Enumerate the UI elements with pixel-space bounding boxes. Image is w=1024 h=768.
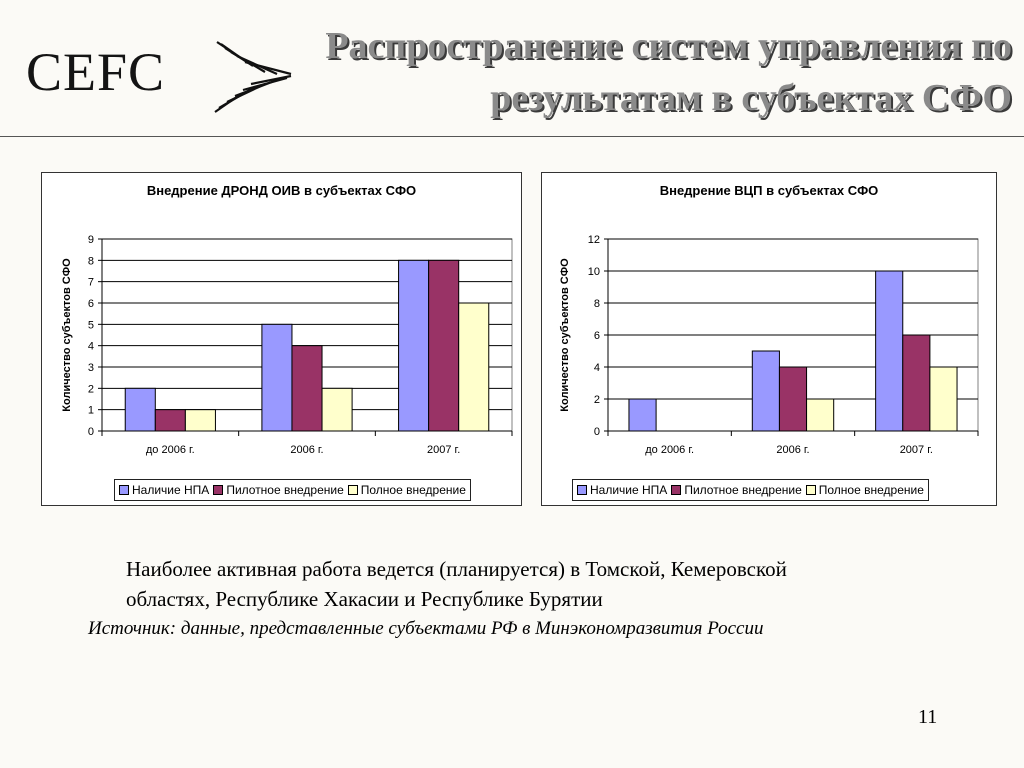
- chart-legend: Наличие НПА Пилотное внедрение Полное вн…: [572, 479, 929, 501]
- legend-label: Пилотное внедрение: [684, 483, 802, 497]
- chart-legend: Наличие НПА Пилотное внедрение Полное вн…: [114, 479, 471, 501]
- y-tick-label: 5: [88, 319, 94, 331]
- legend-label: Полное внедрение: [360, 483, 466, 497]
- chart-dronf: Внедрение ДРОНД ОИВ в субъектах СФО 0 1 2 3…: [41, 172, 522, 506]
- legend-swatch: [119, 485, 129, 495]
- chart-vcp: Внедрение ВЦП в субъектах СФО 0 2 4 6 8 10 12 д…: [541, 172, 997, 506]
- logo-arrow-icon: [214, 41, 292, 113]
- x-tick-label: 2007 г.: [900, 444, 933, 456]
- y-tick-label: 10: [588, 266, 600, 278]
- bar: [398, 259, 430, 432]
- bar: [124, 387, 156, 432]
- legend-swatch: [577, 485, 587, 495]
- caption-line-1: Наиболее активная работа ведется (планир…: [126, 557, 787, 581]
- chart-title: Внедрение ВЦП в субъектах СФО: [659, 183, 879, 198]
- y-tick-label: 7: [88, 277, 94, 289]
- legend-label: Наличие НПА: [132, 483, 210, 497]
- y-tick-label: 8: [594, 298, 600, 310]
- bar: [458, 302, 490, 432]
- chart-title: Внедрение ДРОНД ОИВ в субъектах СФО: [146, 183, 417, 198]
- legend-swatch: [347, 485, 358, 495]
- bar: [875, 270, 904, 432]
- bar: [751, 350, 780, 432]
- caption-line-2: областях, Республике Хакасии и Республик…: [126, 587, 603, 611]
- bar: [154, 409, 186, 432]
- legend-item: Наличие НПА: [119, 483, 209, 497]
- legend-item: Наличие НПА: [577, 483, 667, 497]
- source-note: Источник: данные, представленные субъект…: [88, 618, 764, 639]
- bar: [902, 334, 931, 432]
- legend-swatch: [805, 485, 816, 495]
- legend-swatch: [213, 485, 224, 495]
- legend-item: Пилотное внедрение: [213, 483, 344, 497]
- page-number: 11: [918, 706, 938, 728]
- header-divider: [0, 136, 1024, 137]
- y-tick-label: 3: [88, 362, 94, 374]
- y-tick-label: 6: [594, 330, 600, 342]
- bar: [428, 259, 460, 432]
- y-tick-label: 1: [88, 405, 94, 417]
- bar: [628, 398, 657, 432]
- x-tick-label: до 2006 г.: [645, 444, 694, 456]
- y-axis-label: Количество субъектов СФО: [61, 258, 73, 412]
- y-tick-label: 4: [88, 341, 94, 353]
- y-tick-label: 0: [594, 426, 600, 438]
- y-tick-label: 6: [88, 298, 94, 310]
- y-tick-label: 9: [88, 234, 94, 246]
- title-line-2: результатам в субъектах СФО: [490, 77, 1012, 119]
- x-tick-label: 2007 г.: [427, 444, 460, 456]
- legend-label: Наличие НПА: [590, 483, 668, 497]
- y-tick-label: 4: [594, 362, 600, 374]
- y-axis-label: Количество субъектов СФО: [559, 258, 571, 412]
- bar: [184, 409, 216, 432]
- y-tick-label: 0: [88, 426, 94, 438]
- legend-swatch: [671, 485, 682, 495]
- legend-item: Пилотное внедрение: [671, 483, 802, 497]
- x-tick-label: 2006 г.: [776, 444, 809, 456]
- x-tick-label: до 2006 г.: [146, 444, 195, 456]
- y-tick-label: 8: [88, 255, 94, 267]
- y-tick-label: 2: [594, 394, 600, 406]
- y-tick-label: 2: [88, 383, 94, 395]
- chart-plot: 0 2 4 6 8 10 12 до 2006 г. 2006 г. 2007 г. Количес…: [559, 234, 979, 456]
- title-line-1: Распространение систем управления по: [325, 25, 1012, 67]
- y-tick-label: 12: [588, 234, 600, 246]
- legend-item: Полное внедрение: [805, 483, 924, 497]
- legend-label: Полное внедрение: [818, 483, 924, 497]
- legend-label: Пилотное внедрение: [226, 483, 344, 497]
- bar: [261, 323, 293, 432]
- caption: Наиболее активная работа ведется (планир…: [126, 554, 946, 614]
- bar: [778, 366, 808, 432]
- legend-item: Полное внедрение: [347, 483, 466, 497]
- bar: [929, 366, 958, 432]
- bar: [806, 398, 835, 432]
- slide-title: Распространение систем управления по рез…: [312, 20, 1012, 124]
- logo-text: CEFC: [26, 42, 166, 102]
- chart-plot: 0 1 2 3 4 5 6 7 8 9 до 2006 г. 2006 г. 2007 г. Количе…: [61, 234, 513, 456]
- x-tick-label: 2006 г.: [290, 444, 323, 456]
- bar: [321, 387, 353, 432]
- cefc-logo: CEFC: [26, 40, 292, 120]
- bar: [291, 345, 323, 432]
